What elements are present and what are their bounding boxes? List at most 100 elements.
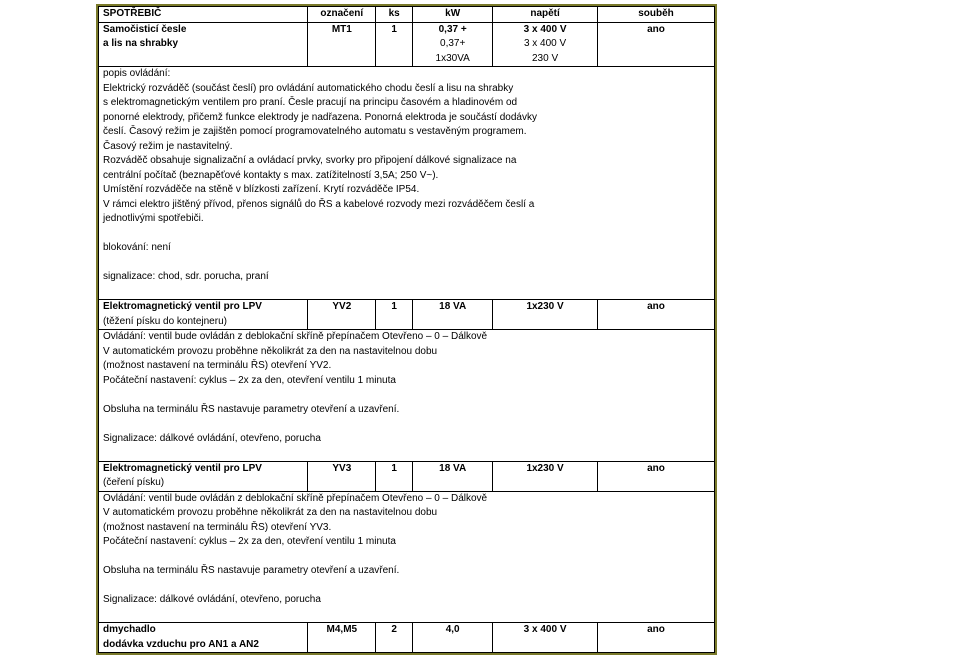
cell-ks — [376, 37, 413, 52]
cell-napeti: 3 x 400 V — [493, 22, 598, 37]
table-row: Obsluha na terminálu ŘS nastavuje parame… — [99, 564, 715, 579]
cell-kw — [413, 638, 493, 653]
body-text — [99, 285, 715, 300]
section-title: Elektromagnetický ventil pro LPV — [99, 461, 308, 476]
body-text: Počáteční nastavení: cyklus – 2x za den,… — [99, 374, 715, 389]
table-row: signalizace: chod, sdr. porucha, praní — [99, 270, 715, 285]
body-text: (možnost nastavení na terminálu ŘS) otev… — [99, 521, 715, 536]
body-text: V automatickém provozu proběhne několikr… — [99, 345, 715, 360]
body-text: Ovládání: ventil bude ovládán z deblokač… — [99, 491, 715, 506]
cell-napeti: 3 x 400 V — [493, 623, 598, 638]
table-row: Elektrický rozváděč (součást česlí) pro … — [99, 82, 715, 97]
section-title: Samočisticí česle — [99, 22, 308, 37]
table-row: Umístění rozváděče na stěně v blízkosti … — [99, 183, 715, 198]
cell-napeti — [493, 315, 598, 330]
cell-kw — [413, 315, 493, 330]
cell-oznaceni: M4,M5 — [308, 623, 376, 638]
table-row — [99, 417, 715, 432]
table-row: V rámci elektro jištěný přívod, přenos s… — [99, 198, 715, 213]
section-title: (těžení písku do kontejneru) — [99, 315, 308, 330]
table-row — [99, 579, 715, 594]
body-text: Počáteční nastavení: cyklus – 2x za den,… — [99, 535, 715, 550]
col-napeti: napětí — [493, 7, 598, 23]
table-row: (čeření písku) — [99, 476, 715, 491]
table-row — [99, 608, 715, 623]
cell-kw — [413, 476, 493, 491]
body-text — [99, 579, 715, 594]
table-row: dmychadloM4,M524,03 x 400 Vano — [99, 623, 715, 638]
document-page: SPOTŘEBIČoznačeníkskWnapětísouběhSamočis… — [96, 4, 717, 655]
body-text: Ovládání: ventil bude ovládán z deblokač… — [99, 330, 715, 345]
table-row: (možnost nastavení na terminálu ŘS) otev… — [99, 521, 715, 536]
table-row: Ovládání: ventil bude ovládán z deblokač… — [99, 491, 715, 506]
table-row — [99, 227, 715, 242]
body-text: popis ovládání: — [99, 67, 715, 82]
cell-napeti: 1x230 V — [493, 300, 598, 315]
cell-oznaceni: YV2 — [308, 300, 376, 315]
table-row: V automatickém provozu proběhne několikr… — [99, 506, 715, 521]
table-row — [99, 388, 715, 403]
table-row — [99, 256, 715, 271]
body-text — [99, 256, 715, 271]
table-row: Signalizace: dálkové ovládání, otevřeno,… — [99, 593, 715, 608]
table-row — [99, 550, 715, 565]
cell-ks — [376, 52, 413, 67]
table-row: Ovládání: ventil bude ovládán z deblokač… — [99, 330, 715, 345]
cell-oznaceni — [308, 52, 376, 67]
body-text — [99, 608, 715, 623]
section-title: dodávka vzduchu pro AN1 a AN2 — [99, 638, 308, 653]
body-text: česlí. Časový režim je zajištěn pomocí p… — [99, 125, 715, 140]
section-title: a lis na shrabky — [99, 37, 308, 52]
cell-napeti: 1x230 V — [493, 461, 598, 476]
table-row: a lis na shrabky0,37+3 x 400 V — [99, 37, 715, 52]
cell-kw: 18 VA — [413, 461, 493, 476]
table-row: Elektromagnetický ventil pro LPVYV2118 V… — [99, 300, 715, 315]
cell-oznaceni — [308, 37, 376, 52]
body-text: V automatickém provozu proběhne několikr… — [99, 506, 715, 521]
table-row: centrální počítač (beznapěťové kontakty … — [99, 169, 715, 184]
cell-napeti: 230 V — [493, 52, 598, 67]
body-text: signalizace: chod, sdr. porucha, praní — [99, 270, 715, 285]
cell-oznaceni: MT1 — [308, 22, 376, 37]
body-text — [99, 446, 715, 461]
cell-kw: 0,37+ — [413, 37, 493, 52]
section-title — [99, 52, 308, 67]
table-row: ponorné elektrody, přičemž funkce elektr… — [99, 111, 715, 126]
body-text — [99, 417, 715, 432]
cell-oznaceni — [308, 315, 376, 330]
table-row: Signalizace: dálkové ovládání, otevřeno,… — [99, 432, 715, 447]
col-spotrebic: SPOTŘEBIČ — [99, 7, 308, 23]
cell-oznaceni — [308, 476, 376, 491]
table-row: Rozváděč obsahuje signalizační a ovládac… — [99, 154, 715, 169]
table-row: (těžení písku do kontejneru) — [99, 315, 715, 330]
table-row: jednotlivými spotřebiči. — [99, 212, 715, 227]
body-text — [99, 550, 715, 565]
section-title: Elektromagnetický ventil pro LPV — [99, 300, 308, 315]
body-text: Časový režim je nastavitelný. — [99, 140, 715, 155]
table-row: Počáteční nastavení: cyklus – 2x za den,… — [99, 374, 715, 389]
table-row — [99, 285, 715, 300]
table-row: dodávka vzduchu pro AN1 a AN2 — [99, 638, 715, 653]
body-text: Elektrický rozváděč (součást česlí) pro … — [99, 82, 715, 97]
body-text: Obsluha na terminálu ŘS nastavuje parame… — [99, 564, 715, 579]
cell-ks: 2 — [376, 623, 413, 638]
col-ks: ks — [376, 7, 413, 23]
body-text: (možnost nastavení na terminálu ŘS) otev… — [99, 359, 715, 374]
cell-soubeh — [597, 315, 714, 330]
cell-soubeh: ano — [597, 300, 714, 315]
body-text: jednotlivými spotřebiči. — [99, 212, 715, 227]
cell-ks: 1 — [376, 300, 413, 315]
table-row: Samočisticí česleMT110,37 +3 x 400 Vano — [99, 22, 715, 37]
body-text: Signalizace: dálkové ovládání, otevřeno,… — [99, 593, 715, 608]
body-text: ponorné elektrody, přičemž funkce elektr… — [99, 111, 715, 126]
cell-kw: 18 VA — [413, 300, 493, 315]
table-header-row: SPOTŘEBIČoznačeníkskWnapětísouběh — [99, 7, 715, 23]
table-row: popis ovládání: — [99, 67, 715, 82]
body-text — [99, 388, 715, 403]
body-text: V rámci elektro jištěný přívod, přenos s… — [99, 198, 715, 213]
table-row — [99, 446, 715, 461]
cell-ks — [376, 476, 413, 491]
cell-ks: 1 — [376, 461, 413, 476]
cell-ks — [376, 638, 413, 653]
body-text: Rozváděč obsahuje signalizační a ovládac… — [99, 154, 715, 169]
